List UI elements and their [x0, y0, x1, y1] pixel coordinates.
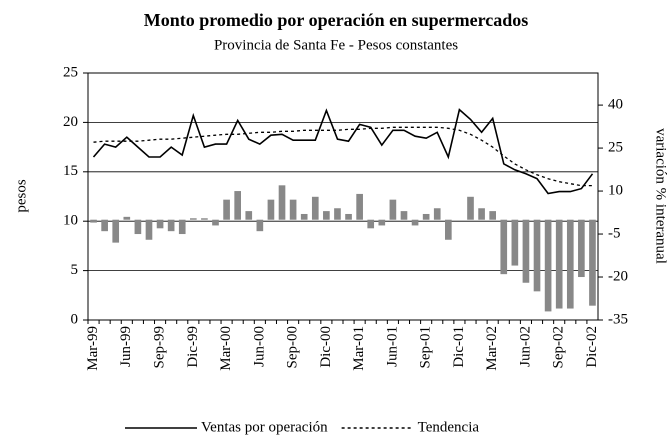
x-tick-label: Dic-99: [185, 326, 201, 368]
x-tick-label: Jun-01: [384, 326, 400, 367]
x-tick-label: Mar-99: [85, 326, 101, 371]
y-tick-label: 5: [71, 262, 79, 278]
bar: [123, 216, 131, 220]
x-tick-label: Mar-02: [484, 326, 500, 371]
y2-axis-label: variación % interanual: [653, 128, 669, 264]
bar: [156, 219, 164, 229]
bar: [334, 208, 341, 220]
bar: [589, 219, 596, 306]
y2-tick-label: -20: [608, 268, 628, 284]
bar: [245, 211, 253, 220]
bar: [300, 213, 308, 220]
bar: [489, 211, 496, 220]
chart-subtitle: Provincia de Santa Fe - Pesos constantes: [214, 37, 458, 53]
x-tick-label: Dic-02: [584, 326, 600, 368]
x-tick-label: Dic-00: [318, 326, 334, 368]
bar: [367, 219, 375, 229]
bar: [289, 199, 297, 220]
bar: [234, 191, 241, 220]
bar: [356, 193, 363, 220]
legend-label: Ventas por operación: [201, 419, 328, 435]
bar: [566, 219, 574, 309]
bar: [389, 199, 397, 220]
line: [93, 126, 593, 187]
x-tick-label: Sep-00: [285, 326, 301, 369]
bar: [90, 219, 97, 223]
y2-tick-label: -35: [608, 311, 628, 327]
line: [92, 108, 594, 195]
bar: [267, 199, 275, 220]
y-tick-label: 25: [63, 64, 78, 80]
y2-tick-label: 10: [608, 182, 623, 198]
bar: [145, 219, 153, 240]
bar: [433, 208, 441, 220]
bar: [112, 219, 120, 243]
x-tick-label: Mar-01: [351, 326, 367, 371]
y-axis-label: pesos: [13, 179, 29, 212]
bar: [544, 219, 552, 312]
bar: [223, 199, 230, 220]
x-tick-label: Dic-01: [451, 326, 467, 368]
bar: [323, 211, 330, 220]
x-tick-label: Sep-99: [152, 326, 168, 369]
bar: [311, 196, 319, 220]
bar: [256, 219, 264, 232]
bar: [178, 219, 186, 235]
plot-frame: [87, 72, 599, 321]
bar: [378, 219, 386, 226]
y2-tick-label: 25: [608, 140, 623, 156]
y-tick-label: 0: [71, 311, 79, 327]
bar: [522, 219, 530, 283]
bar: [101, 219, 108, 232]
bar: [578, 219, 585, 278]
x-tick-label: Jun-99: [118, 326, 134, 367]
bar: [411, 219, 419, 226]
bar: [190, 218, 197, 220]
bar: [400, 211, 408, 220]
y2-tick-label: -5: [608, 225, 621, 241]
x-tick-label: Jun-00: [251, 326, 267, 367]
legend-label: Tendencia: [418, 419, 480, 435]
bar: [445, 219, 452, 240]
x-tick-label: Sep-01: [418, 326, 434, 369]
y-tick-label: 10: [63, 213, 78, 229]
bar: [278, 185, 286, 220]
bar: [500, 219, 508, 275]
bar: [511, 219, 519, 266]
x-tick-label: Jun-02: [517, 326, 533, 367]
bar: [555, 219, 563, 309]
bar: [345, 213, 352, 220]
y-tick-label: 20: [63, 114, 78, 130]
y-tick-label: 15: [63, 163, 78, 179]
x-tick-label: Mar-00: [218, 326, 234, 371]
y2-tick-label: 40: [608, 97, 623, 113]
bar: [467, 196, 474, 220]
bar: [533, 219, 541, 292]
bar: [167, 219, 175, 232]
bar: [422, 213, 430, 220]
bar: [201, 218, 208, 220]
bar: [134, 219, 142, 235]
bar: [212, 219, 219, 226]
bar: [478, 208, 485, 220]
x-tick-label: Sep-02: [551, 326, 567, 369]
chart-title: Monto promedio por operación en supermer…: [144, 10, 529, 30]
